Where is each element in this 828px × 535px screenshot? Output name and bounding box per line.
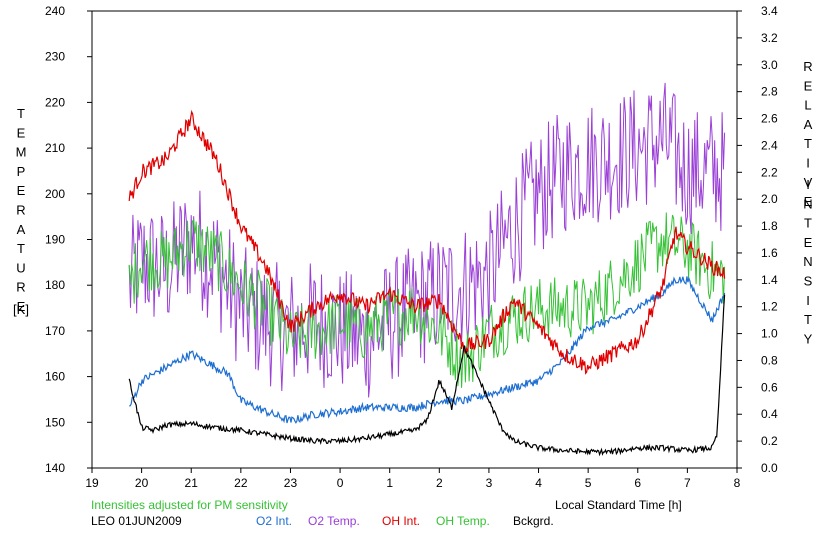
right-axis-label2-char: N <box>803 254 812 269</box>
left-axis-label-char: E <box>17 299 26 314</box>
left-tick-label: 220 <box>45 95 65 109</box>
right-tick-label: 2.4 <box>761 138 778 152</box>
right-axis-label2-char: I <box>806 177 810 192</box>
right-tick-label: 3.4 <box>761 4 778 18</box>
series-line-o2-temp <box>128 82 726 398</box>
right-axis-label2-char: E <box>804 235 813 250</box>
x-tick-label: 19 <box>85 476 99 490</box>
left-tick-label: 170 <box>45 324 65 338</box>
x-tick-label: 4 <box>535 476 542 490</box>
station-label: LEO 01JUN2009 <box>91 514 182 528</box>
x-tick-label: 22 <box>234 476 248 490</box>
x-tick-label: 23 <box>284 476 298 490</box>
left-axis-unit: [K] <box>13 302 29 317</box>
right-tick-label: 0.8 <box>761 353 778 367</box>
left-tick-label: 190 <box>45 233 65 247</box>
x-tick-label: 7 <box>684 476 691 490</box>
right-tick-label: 2.0 <box>761 192 778 206</box>
right-axis-label2-char: T <box>804 312 812 327</box>
series-line-bckgrd <box>128 294 726 457</box>
right-axis-label-char: R <box>803 59 812 74</box>
left-tick-label: 160 <box>45 370 65 384</box>
legend-entry-bckgrd: Bckgrd. <box>513 514 554 528</box>
left-tick-label: 230 <box>45 50 65 64</box>
x-tick-label: 0 <box>337 476 344 490</box>
right-axis-label-char: A <box>804 117 813 132</box>
right-tick-label: 1.8 <box>761 219 778 233</box>
legend-entry-oh-temp: OH Temp. <box>436 514 490 528</box>
left-axis-label-char: R <box>16 280 25 295</box>
x-tick-label: 21 <box>185 476 199 490</box>
left-axis-label-char: M <box>16 145 27 160</box>
right-axis-label-char: L <box>804 98 811 113</box>
right-tick-label: 2.8 <box>761 85 778 99</box>
series-line-oh-temp <box>128 212 726 388</box>
right-tick-label: 2.6 <box>761 112 778 126</box>
x-tick-label: 2 <box>436 476 443 490</box>
right-tick-label: 1.4 <box>761 273 778 287</box>
right-axis-label2-char: S <box>804 274 813 289</box>
right-tick-label: 1.2 <box>761 300 778 314</box>
x-tick-label: 5 <box>585 476 592 490</box>
left-tick-label: 210 <box>45 141 65 155</box>
legend-entry-oh-int: OH Int. <box>382 514 420 528</box>
left-tick-label: 200 <box>45 187 65 201</box>
right-axis-label-char: E <box>804 78 813 93</box>
left-axis-label-char: E <box>17 125 26 140</box>
right-tick-label: 1.6 <box>761 246 778 260</box>
right-axis-label-char: I <box>806 156 810 171</box>
x-tick-label: 6 <box>634 476 641 490</box>
right-axis-label2-char: Y <box>804 331 813 346</box>
right-axis-label-char: E <box>804 194 813 209</box>
left-axis-label-char: U <box>16 260 25 275</box>
x-tick-label: 20 <box>135 476 149 490</box>
right-tick-label: 0.6 <box>761 380 778 394</box>
x-axis-label: Local Standard Time [h] <box>555 498 682 512</box>
left-tick-label: 140 <box>45 461 65 475</box>
axes <box>87 10 742 473</box>
series-line-oh-int <box>128 109 726 375</box>
right-tick-label: 2.2 <box>761 165 778 179</box>
left-tick-label: 150 <box>45 415 65 429</box>
left-axis-label-char: T <box>17 241 25 256</box>
left-axis-label-char: T <box>17 106 25 121</box>
left-tick-label: 240 <box>45 4 65 18</box>
legend-entry-o2-int: O2 Int. <box>256 514 292 528</box>
left-axis-label-char: A <box>17 222 26 237</box>
right-axis-label2-char: T <box>804 216 812 231</box>
right-tick-label: 3.2 <box>761 31 778 45</box>
x-tick-label: 8 <box>734 476 741 490</box>
right-axis-label-char: V <box>804 175 813 190</box>
x-tick-label: 3 <box>486 476 493 490</box>
legend-entry-o2-temp: O2 Temp. <box>308 514 360 528</box>
series-line-o2-int <box>129 276 726 424</box>
left-axis-label-char: R <box>16 203 25 218</box>
right-tick-label: 0.2 <box>761 434 778 448</box>
right-tick-label: 0.0 <box>761 461 778 475</box>
sensitivity-note: Intensities adjusted for PM sensitivity <box>91 498 288 512</box>
left-axis-label-char: P <box>17 164 26 179</box>
left-axis-label-char: E <box>17 183 26 198</box>
right-tick-label: 3.0 <box>761 58 778 72</box>
x-tick-label: 1 <box>386 476 393 490</box>
plot-area <box>128 82 726 457</box>
labels: 19 20 21 22 23 0 1 2 3 4 5 6 7 8140150160170180190200… <box>13 4 813 528</box>
left-tick-label: 180 <box>45 278 65 292</box>
right-axis-label2-char: N <box>803 196 812 211</box>
right-tick-label: 1.0 <box>761 327 778 341</box>
right-tick-label: 0.4 <box>761 407 778 421</box>
right-axis-label-char: T <box>804 136 812 151</box>
right-axis-label2-char: I <box>806 293 810 308</box>
